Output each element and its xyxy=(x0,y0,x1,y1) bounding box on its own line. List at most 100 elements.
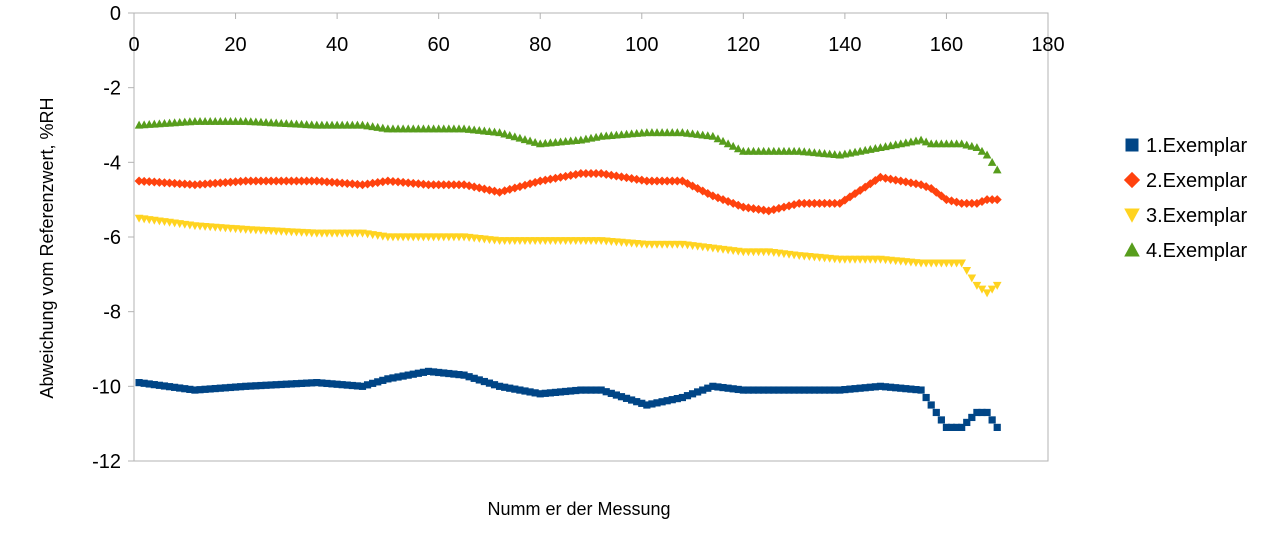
data-point xyxy=(374,378,382,386)
data-point xyxy=(393,177,403,187)
y-tick-label: -12 xyxy=(92,451,121,473)
data-point xyxy=(897,384,905,392)
data-point xyxy=(429,368,438,376)
legend-marker xyxy=(1123,171,1141,189)
data-point xyxy=(368,122,377,131)
data-point xyxy=(373,122,383,131)
data-point xyxy=(713,134,723,143)
data-point xyxy=(252,382,260,390)
data-point xyxy=(830,198,840,208)
data-point xyxy=(734,385,742,394)
data-point xyxy=(871,383,879,391)
data-point xyxy=(338,381,346,389)
data-point xyxy=(592,386,600,394)
data-point xyxy=(332,178,342,188)
data-point xyxy=(388,176,398,186)
data-point xyxy=(982,289,992,298)
data-point xyxy=(988,416,996,424)
legend-label: 3.Exemplar xyxy=(1146,205,1247,227)
data-point xyxy=(291,176,301,186)
data-point xyxy=(572,386,580,395)
data-point xyxy=(506,384,514,392)
data-point xyxy=(805,386,813,394)
data-point xyxy=(200,179,210,189)
data-point xyxy=(303,379,311,387)
data-point xyxy=(703,131,713,140)
data-series xyxy=(134,116,1002,431)
data-point xyxy=(353,382,362,390)
x-tick-label: 60 xyxy=(428,34,450,56)
data-point xyxy=(266,176,276,186)
data-point xyxy=(201,385,209,393)
y-tick-label: -2 xyxy=(103,78,121,100)
data-point xyxy=(505,130,515,139)
data-point xyxy=(185,179,195,189)
data-point xyxy=(520,135,530,144)
data-point xyxy=(485,379,494,387)
data-point xyxy=(445,369,453,378)
data-point xyxy=(352,179,362,189)
data-point xyxy=(342,178,352,188)
data-point xyxy=(424,180,434,190)
data-point xyxy=(714,383,722,391)
data-point xyxy=(987,158,997,166)
data-point xyxy=(638,399,646,407)
data-point xyxy=(841,386,849,394)
data-point xyxy=(369,379,377,387)
data-point xyxy=(907,385,915,393)
data-point xyxy=(460,371,468,379)
data-point xyxy=(825,198,835,208)
data-point xyxy=(413,179,423,189)
data-point xyxy=(414,369,422,377)
data-point xyxy=(144,177,154,187)
data-point xyxy=(820,386,829,394)
data-point xyxy=(282,380,290,388)
data-point xyxy=(480,377,488,386)
data-point xyxy=(800,386,808,394)
data-point xyxy=(165,383,174,391)
data-point xyxy=(246,176,256,186)
data-point xyxy=(663,397,671,405)
data-point xyxy=(521,387,529,395)
data-point xyxy=(576,169,586,179)
data-point xyxy=(688,390,697,398)
data-point xyxy=(810,386,819,394)
data-point xyxy=(322,177,332,187)
data-point xyxy=(347,179,357,189)
data-point xyxy=(937,416,945,424)
data-point xyxy=(826,386,834,394)
data-point xyxy=(962,140,972,149)
data-point xyxy=(876,382,885,390)
data-point xyxy=(323,379,331,388)
data-point xyxy=(256,176,266,186)
data-point xyxy=(383,176,393,186)
series-2 xyxy=(134,169,1002,216)
data-point xyxy=(851,385,859,393)
data-point xyxy=(729,385,737,393)
data-point xyxy=(962,198,972,208)
data-point xyxy=(983,408,991,417)
data-point xyxy=(967,141,977,150)
data-point xyxy=(932,408,940,417)
data-point xyxy=(794,198,804,208)
data-point xyxy=(140,379,148,387)
data-point xyxy=(582,386,590,394)
data-point xyxy=(281,176,291,186)
data-point xyxy=(379,376,387,384)
data-point xyxy=(175,179,185,189)
data-point xyxy=(673,395,681,403)
data-point xyxy=(809,198,819,208)
data-point xyxy=(206,385,214,393)
plot-frame xyxy=(133,12,1049,462)
data-point xyxy=(418,179,428,189)
data-point xyxy=(450,370,458,378)
data-point xyxy=(215,178,225,188)
data-point xyxy=(587,386,595,394)
data-point xyxy=(408,178,418,188)
data-point xyxy=(196,386,204,394)
y-tick-label: 0 xyxy=(110,3,121,25)
data-point xyxy=(657,176,667,186)
data-point xyxy=(501,383,509,391)
legend-label: 4.Exemplar xyxy=(1146,240,1247,262)
data-point xyxy=(693,130,702,138)
